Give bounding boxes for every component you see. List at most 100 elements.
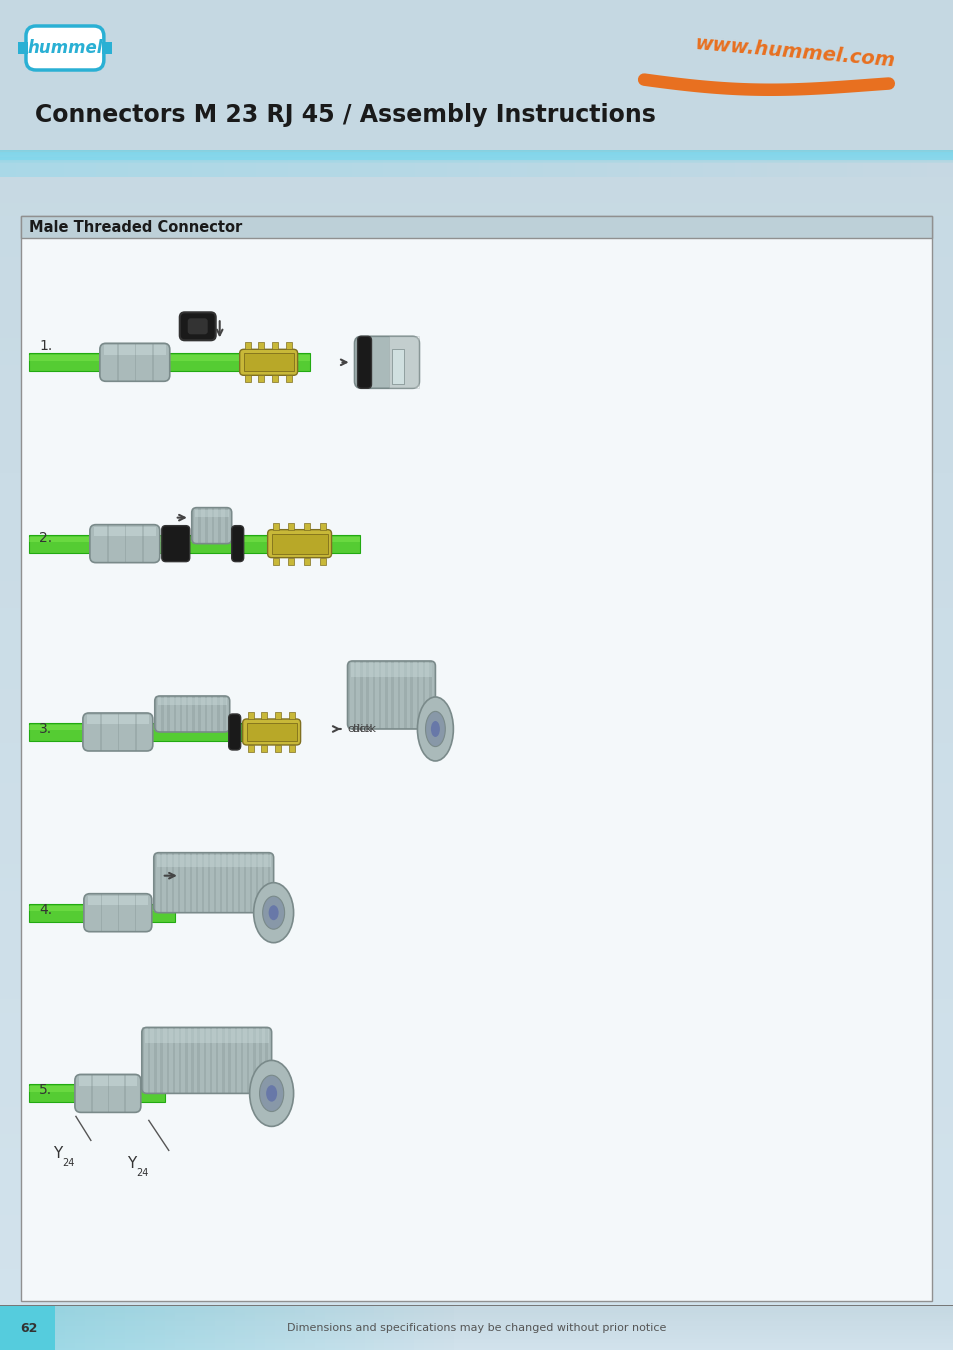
Bar bbox=[0, 459, 952, 472]
Bar bbox=[75, 1305, 85, 1350]
Bar bbox=[174, 1305, 185, 1350]
Bar bbox=[0, 1107, 952, 1120]
Bar bbox=[0, 1148, 952, 1161]
Bar bbox=[0, 1308, 952, 1311]
Bar bbox=[0, 1339, 952, 1341]
Bar bbox=[108, 525, 109, 563]
Bar bbox=[0, 864, 952, 878]
Bar bbox=[0, 783, 952, 796]
Bar bbox=[702, 157, 719, 177]
Bar bbox=[639, 157, 655, 177]
Bar bbox=[347, 662, 350, 729]
Text: $\Upsilon$: $\Upsilon$ bbox=[127, 1156, 138, 1172]
Bar bbox=[0, 999, 952, 1012]
Bar bbox=[16, 157, 31, 177]
Bar bbox=[0, 1335, 952, 1336]
Bar bbox=[112, 157, 128, 177]
Bar bbox=[0, 904, 952, 918]
Bar bbox=[0, 157, 16, 177]
Bar bbox=[218, 508, 221, 544]
Bar bbox=[830, 157, 846, 177]
Bar bbox=[100, 713, 102, 751]
FancyBboxPatch shape bbox=[83, 713, 152, 751]
Bar bbox=[319, 157, 335, 177]
FancyBboxPatch shape bbox=[357, 336, 371, 389]
Bar bbox=[154, 1305, 165, 1350]
Bar bbox=[0, 1040, 952, 1053]
Bar bbox=[304, 558, 310, 564]
Bar bbox=[0, 364, 952, 378]
Bar bbox=[0, 648, 952, 662]
Bar bbox=[0, 1315, 952, 1318]
Bar bbox=[118, 894, 119, 931]
Bar bbox=[0, 958, 952, 972]
Bar bbox=[0, 1336, 952, 1339]
Ellipse shape bbox=[250, 1060, 294, 1126]
Bar bbox=[0, 270, 952, 284]
Bar bbox=[237, 853, 240, 913]
Bar bbox=[191, 1027, 193, 1094]
Bar bbox=[247, 724, 296, 741]
Bar bbox=[234, 1305, 244, 1350]
Bar bbox=[0, 1332, 952, 1335]
Bar bbox=[117, 343, 119, 381]
Bar bbox=[0, 1312, 952, 1315]
Text: 4.: 4. bbox=[39, 903, 52, 917]
Bar bbox=[160, 1027, 163, 1094]
Bar bbox=[148, 1027, 151, 1094]
Bar bbox=[201, 853, 204, 913]
Bar bbox=[177, 853, 180, 913]
Bar bbox=[606, 157, 622, 177]
Bar bbox=[21, 216, 931, 238]
Bar bbox=[359, 662, 362, 729]
Bar bbox=[29, 903, 174, 922]
Bar bbox=[192, 157, 208, 177]
Bar bbox=[0, 0, 952, 155]
FancyBboxPatch shape bbox=[84, 894, 152, 931]
Bar bbox=[314, 1305, 324, 1350]
Bar bbox=[239, 157, 255, 177]
Bar bbox=[288, 558, 294, 564]
FancyBboxPatch shape bbox=[162, 525, 190, 562]
Bar bbox=[223, 157, 239, 177]
Bar bbox=[324, 1305, 335, 1350]
Bar bbox=[29, 724, 290, 741]
Bar bbox=[344, 1305, 355, 1350]
Bar bbox=[0, 446, 952, 459]
Bar bbox=[285, 343, 292, 350]
Bar bbox=[404, 1305, 414, 1350]
Bar bbox=[213, 853, 216, 913]
Bar bbox=[294, 1305, 304, 1350]
Bar bbox=[0, 472, 952, 486]
Bar bbox=[87, 716, 149, 725]
Bar bbox=[527, 157, 542, 177]
Bar bbox=[29, 355, 310, 360]
Bar bbox=[0, 554, 952, 567]
Ellipse shape bbox=[417, 697, 453, 761]
Bar bbox=[289, 711, 294, 720]
Bar bbox=[217, 697, 219, 732]
Bar bbox=[0, 1174, 952, 1188]
Bar bbox=[192, 508, 194, 544]
Bar bbox=[0, 756, 952, 770]
Bar bbox=[29, 535, 359, 552]
Bar bbox=[29, 906, 174, 911]
Bar bbox=[0, 1305, 952, 1308]
Bar bbox=[422, 662, 425, 729]
Bar bbox=[0, 256, 952, 270]
FancyBboxPatch shape bbox=[142, 1027, 272, 1094]
Bar bbox=[214, 1305, 225, 1350]
Bar bbox=[655, 157, 670, 177]
Bar bbox=[219, 853, 222, 913]
Bar bbox=[335, 1305, 344, 1350]
Bar bbox=[394, 1305, 404, 1350]
Bar bbox=[0, 95, 952, 108]
Bar bbox=[0, 1282, 952, 1296]
Bar bbox=[157, 698, 227, 705]
Bar bbox=[0, 1120, 952, 1134]
Bar bbox=[366, 662, 369, 729]
Bar bbox=[65, 1305, 75, 1350]
Bar bbox=[190, 853, 193, 913]
Bar bbox=[244, 1305, 254, 1350]
Bar bbox=[125, 1305, 134, 1350]
